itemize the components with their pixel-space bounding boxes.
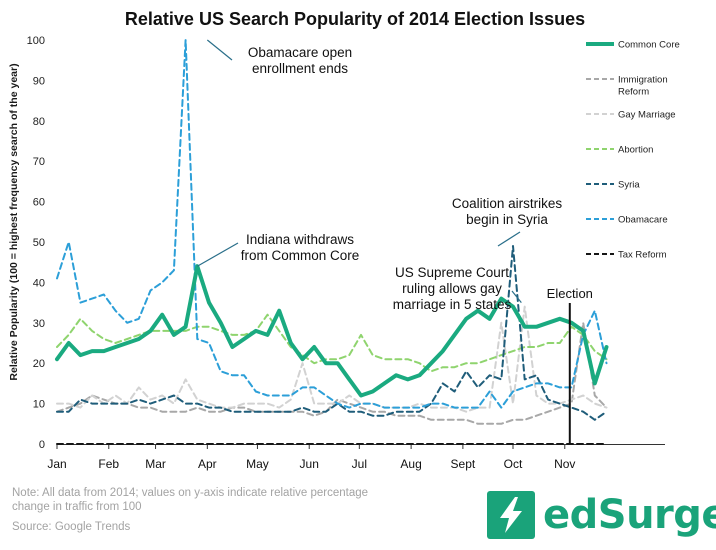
y-tick-label: 80: [33, 116, 45, 128]
annotation-text: Coalition airstrikes begin in Syria: [452, 196, 563, 227]
legend-label-common-core: Common Core: [618, 40, 680, 51]
series-line-obamacare: [56, 39, 608, 409]
annotation-leader: [206, 39, 233, 61]
y-tick-label: 30: [33, 318, 45, 330]
legend-label-gay-marriage: Gay Marriage: [618, 110, 676, 121]
x-tick-label: Nov: [554, 457, 575, 471]
x-tick-label: Mar: [145, 457, 166, 471]
y-tick-label: 0: [39, 439, 45, 451]
x-tick-label: May: [246, 457, 269, 471]
legend-label-abortion: Abortion: [618, 145, 653, 156]
y-tick-label: 50: [33, 237, 45, 249]
x-tick-label: Aug: [400, 457, 421, 471]
chart-title: Relative US Search Popularity of 2014 El…: [125, 9, 585, 29]
annotation-leader: [511, 290, 522, 303]
y-axis-label: Relative Popularity (100 = highest frequ…: [8, 63, 20, 380]
legend-label-tax-reform: Tax Reform: [618, 250, 667, 261]
y-tick-label: 70: [33, 156, 45, 168]
annotation-text: US Supreme Court ruling allows gay marriag…: [393, 265, 512, 312]
election-marker-label: Election: [547, 286, 593, 301]
x-tick-label: Jul: [352, 457, 367, 471]
y-tick-label: 20: [33, 358, 45, 370]
x-tick-label: Sept: [451, 457, 476, 471]
annotation-text: Obamacare open enrollment ends: [248, 45, 352, 76]
y-tick-label: 40: [33, 277, 45, 289]
x-tick-label: Feb: [98, 457, 119, 471]
x-tick-label: Apr: [198, 457, 217, 471]
annotation-leader: [197, 242, 239, 267]
y-tick-label: 60: [33, 197, 45, 209]
y-tick-label: 100: [27, 35, 45, 47]
brand-logo: edSurge: [487, 489, 716, 541]
annotation-text: Indiana withdraws from Common Core: [241, 232, 360, 263]
lightning-bolt-icon: [487, 491, 535, 539]
source-note: Source: Google Trends: [12, 521, 131, 533]
x-tick-label: Jan: [47, 457, 66, 471]
legend-label-syria: Syria: [618, 180, 640, 191]
series-line-common-core: [55, 264, 609, 398]
annotation-leader: [497, 231, 521, 247]
brand-name: edSurge: [543, 492, 716, 538]
y-tick-label: 90: [33, 75, 45, 87]
y-tick-label: 10: [33, 399, 45, 411]
x-tick-label: Oct: [504, 457, 523, 471]
series-line-syria: [56, 245, 608, 421]
legend-label-obamacare: Obamacare: [618, 215, 668, 226]
series-line-gay-marriage: [56, 305, 608, 413]
footnote: Note: All data from 2014; values on y-ax…: [12, 487, 369, 513]
x-tick-label: Jun: [300, 457, 319, 471]
legend-label-immigration-reform: Immigration Reform: [618, 75, 668, 98]
